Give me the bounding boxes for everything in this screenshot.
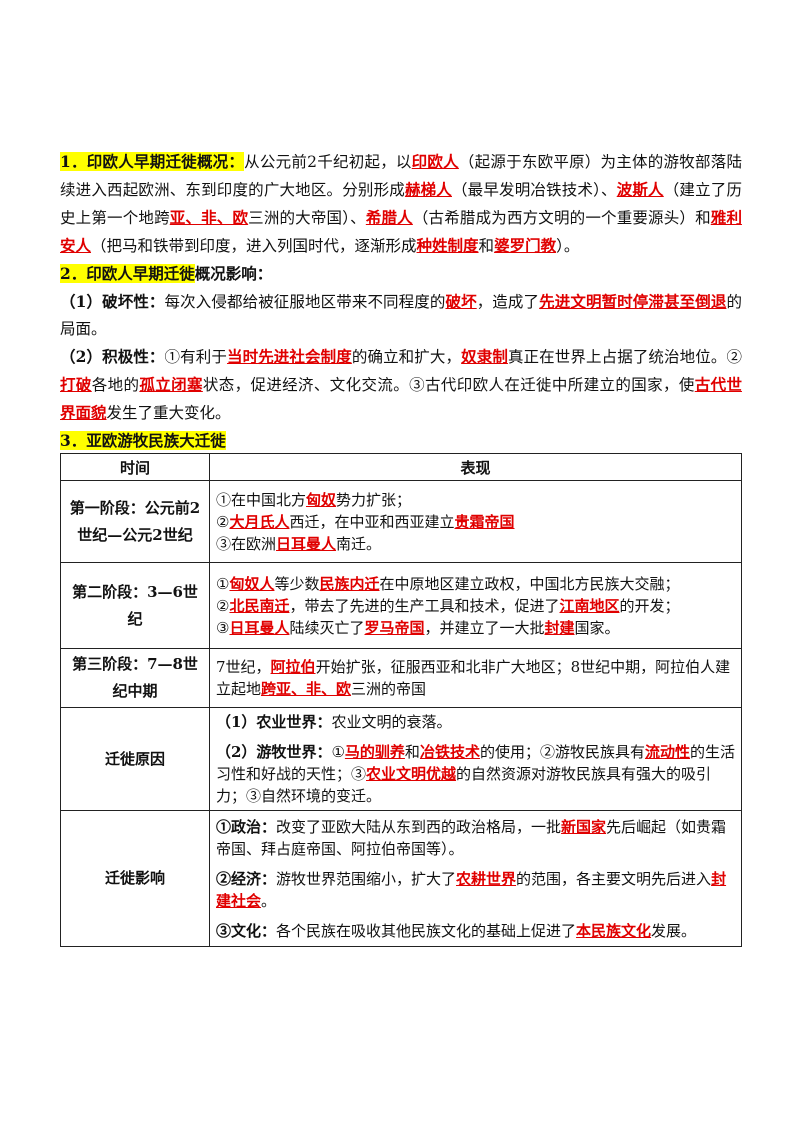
table-row: 迁徙影响 ①政治：改变了亚欧大陆从东到西的政治格局，一批新国家先后崛起（如贵霜帝… bbox=[60, 810, 742, 947]
keyword: 匈奴人 bbox=[229, 574, 275, 593]
positive-label: （2）积极性： bbox=[60, 347, 165, 366]
keyword: 流动性 bbox=[644, 743, 690, 761]
stage-1-label: 第一阶段：公元前2世纪—公元2世纪 bbox=[60, 480, 210, 563]
keyword: 希腊人 bbox=[365, 208, 413, 227]
stage-3-label: 第三阶段：7—8世纪中期 bbox=[60, 648, 210, 708]
keyword: 新国家 bbox=[561, 817, 607, 836]
section-3-heading: 3．亚欧游牧民族大迁徙 bbox=[60, 431, 226, 450]
keyword: 婆罗门教 bbox=[494, 236, 557, 255]
positive-paragraph: （2）积极性：①有利于当时先进社会制度的确立和扩大，奴隶制真正在世界上占据了统治… bbox=[60, 347, 742, 422]
keyword: 亚、非、欧 bbox=[169, 208, 249, 227]
section-1-paragraph: 1．印欧人早期迁徙概况：从公元前2千纪初起，以印欧人（起源于东欧平原）为主体的游… bbox=[60, 152, 742, 255]
keyword: 雅利安人 bbox=[60, 208, 742, 255]
document-page: 1．印欧人早期迁徙概况：从公元前2千纪初起，以印欧人（起源于东欧平原）为主体的游… bbox=[60, 148, 742, 947]
keyword: 赫梯人 bbox=[404, 180, 452, 199]
keyword: 大月氏人 bbox=[229, 512, 290, 531]
keyword: 日耳曼人 bbox=[229, 618, 290, 637]
impact-content: ①政治：改变了亚欧大陆从东到西的政治格局，一批新国家先后崛起（如贵霜帝国、拜占庭… bbox=[209, 810, 742, 947]
keyword: 印欧人 bbox=[411, 152, 459, 171]
keyword: 农耕世界 bbox=[456, 869, 517, 888]
keyword: 打破 bbox=[60, 375, 92, 394]
table-row: 第二阶段：3—6世纪 ①匈奴人等少数民族内迁在中原地区建立政权，中国北方民族大交… bbox=[60, 562, 742, 649]
keyword: 当时先进社会制度 bbox=[226, 347, 352, 366]
keyword: 破坏 bbox=[445, 292, 477, 311]
cause-label: 迁徙原因 bbox=[60, 707, 210, 811]
stage-3-content: 7世纪，阿拉伯开始扩张，征服西亚和北非广大地区；8世纪中期，阿拉伯人建立起地跨亚… bbox=[209, 648, 742, 708]
stage-2-label: 第二阶段：3—6世纪 bbox=[60, 562, 210, 649]
keyword: 罗马帝国 bbox=[364, 618, 425, 637]
migration-table: 时间 表现 第一阶段：公元前2世纪—公元2世纪 ①在中国北方匈奴势力扩张； ②大… bbox=[60, 453, 742, 947]
keyword: 孤立闭塞 bbox=[139, 375, 203, 394]
keyword: 北民南迁 bbox=[229, 596, 290, 615]
keyword: 匈奴 bbox=[306, 490, 337, 509]
keyword: 江南地区 bbox=[559, 596, 620, 615]
stage-1-content: ①在中国北方匈奴势力扩张； ②大月氏人西迁，在中亚和西亚建立贵霜帝国 ③在欧洲日… bbox=[209, 480, 742, 563]
header-description: 表现 bbox=[209, 453, 742, 481]
stage-2-content: ①匈奴人等少数民族内迁在中原地区建立政权，中国北方民族大交融； ②北民南迁，带去… bbox=[209, 562, 742, 649]
keyword: 农业文明优越 bbox=[366, 765, 457, 783]
keyword: 波斯人 bbox=[616, 180, 664, 199]
keyword: 先进文明暂时停滞甚至倒退 bbox=[539, 292, 727, 311]
table-row: 第一阶段：公元前2世纪—公元2世纪 ①在中国北方匈奴势力扩张； ②大月氏人西迁，… bbox=[60, 480, 742, 563]
keyword: 封建社会 bbox=[216, 869, 727, 910]
keyword: 日耳曼人 bbox=[276, 534, 337, 553]
keyword: 古代世界面貌 bbox=[60, 375, 742, 422]
keyword: 冶铁技术 bbox=[419, 743, 480, 761]
keyword: 阿拉伯 bbox=[270, 658, 316, 676]
table-header-row: 时间 表现 bbox=[60, 453, 742, 481]
keyword: 奴隶制 bbox=[461, 347, 508, 366]
section-1-heading: 1．印欧人早期迁徙概况： bbox=[60, 152, 245, 171]
keyword: 种姓制度 bbox=[416, 236, 479, 255]
header-time: 时间 bbox=[60, 453, 210, 481]
destructive-label: （1）破坏性： bbox=[60, 292, 165, 311]
keyword: 跨亚、非、欧 bbox=[261, 680, 352, 698]
destructive-paragraph: （1）破坏性：每次入侵都给被征服地区带来不同程度的破坏，造成了先进文明暂时停滞甚… bbox=[60, 292, 742, 338]
keyword: 本民族文化 bbox=[576, 921, 652, 940]
keyword: 封建 bbox=[544, 618, 575, 637]
keyword: 民族内迁 bbox=[319, 574, 380, 593]
section-2-heading: 2．印欧人早期迁徙概况影响： bbox=[60, 264, 273, 283]
keyword: 贵霜帝国 bbox=[454, 512, 515, 531]
keyword: 马的驯养 bbox=[344, 743, 405, 761]
cause-content: （1）农业世界：农业文明的衰落。 （2）游牧世界：①马的驯养和冶铁技术的使用；②… bbox=[209, 707, 742, 811]
table-row: 第三阶段：7—8世纪中期 7世纪，阿拉伯开始扩张，征服西亚和北非广大地区；8世纪… bbox=[60, 648, 742, 708]
table-row: 迁徙原因 （1）农业世界：农业文明的衰落。 （2）游牧世界：①马的驯养和冶铁技术… bbox=[60, 707, 742, 811]
impact-label: 迁徙影响 bbox=[60, 810, 210, 947]
